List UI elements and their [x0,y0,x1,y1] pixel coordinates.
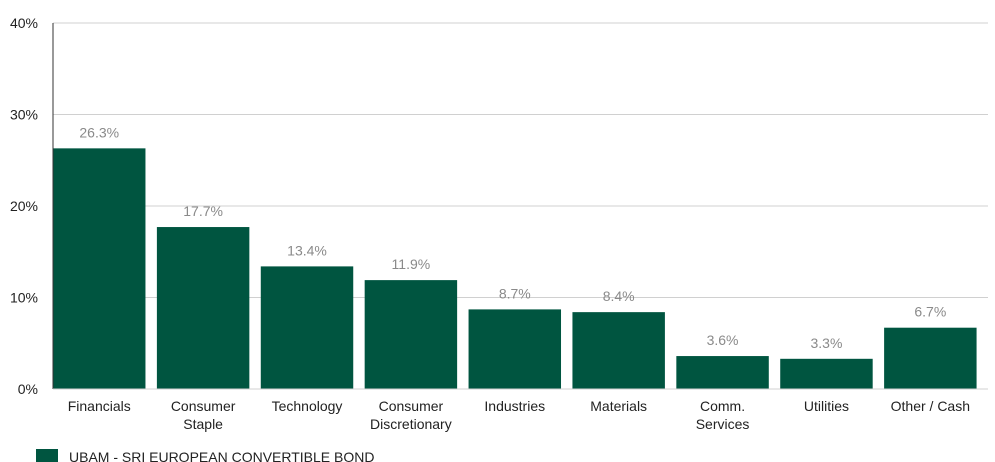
y-tick-label: 40% [10,15,38,31]
x-tick-label: Services [696,416,750,432]
data-label: 8.7% [499,285,531,301]
x-tick-label: Discretionary [370,416,452,432]
x-tick-label: Comm. [700,398,745,414]
axes: 0% 10% 20% 30% 40% Financials Consumer Staple Te… [10,15,988,432]
y-tick-label: 0% [18,381,38,397]
x-tick-label: Consumer [379,398,444,414]
x-tick-label: Consumer [171,398,236,414]
bar [572,312,665,389]
x-tick-label: Materials [590,398,647,414]
legend-label: UBAM - SRI EUROPEAN CONVERTIBLE BOND [69,449,374,462]
bar [468,309,562,389]
legend: UBAM - SRI EUROPEAN CONVERTIBLE BOND [36,449,374,462]
data-labels: 26.3% 17.7% 13.4% 11.9% 8.7% 8.4% 3.6% 3.3% 6.7% [79,124,946,350]
y-tick-label: 10% [10,290,38,306]
x-tick-label: Technology [272,398,343,414]
data-label: 8.4% [603,288,635,304]
bar [676,356,769,389]
x-tick-label: Utilities [804,398,849,414]
x-tick-label: Other / Cash [891,398,970,414]
y-tick-label: 20% [10,198,38,214]
data-label: 6.7% [914,304,946,320]
bar [156,227,250,389]
data-label: 13.4% [287,242,327,258]
x-tick-label: Staple [183,416,223,432]
data-label: 3.6% [707,332,739,348]
gridlines [53,22,988,298]
bar [53,148,146,389]
bars [53,148,977,389]
data-label: 3.3% [810,335,842,351]
x-tick-label: Financials [68,398,131,414]
data-label: 11.9% [392,256,431,272]
bar [364,280,458,389]
bar [780,358,873,389]
data-label: 17.7% [183,203,223,219]
bar [884,327,977,389]
x-tick-label: Industries [484,398,545,414]
y-tick-label: 30% [10,107,38,123]
bar [260,266,354,389]
data-label: 26.3% [79,124,119,140]
legend-swatch [36,449,58,462]
